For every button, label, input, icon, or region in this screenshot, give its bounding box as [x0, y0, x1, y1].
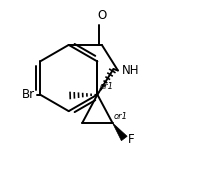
Text: or1: or1 — [114, 112, 128, 121]
Text: O: O — [97, 9, 106, 22]
Text: or1: or1 — [99, 82, 113, 91]
Polygon shape — [112, 123, 127, 141]
Text: F: F — [128, 133, 134, 146]
Text: Br: Br — [22, 88, 35, 101]
Text: NH: NH — [122, 64, 140, 77]
